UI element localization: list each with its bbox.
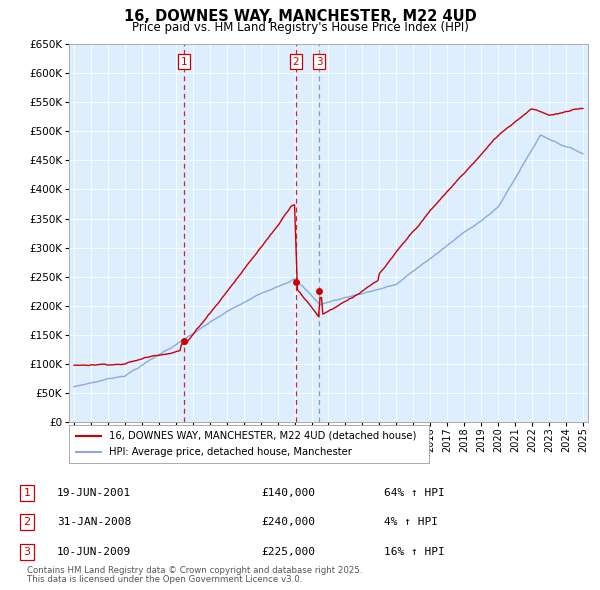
Text: 1: 1	[23, 488, 31, 497]
Text: 16% ↑ HPI: 16% ↑ HPI	[384, 547, 445, 556]
Text: 2: 2	[293, 57, 299, 67]
Text: 16, DOWNES WAY, MANCHESTER, M22 4UD (detached house): 16, DOWNES WAY, MANCHESTER, M22 4UD (det…	[109, 431, 416, 441]
Text: £240,000: £240,000	[261, 517, 315, 527]
Text: 10-JUN-2009: 10-JUN-2009	[57, 547, 131, 556]
Text: 3: 3	[23, 547, 31, 556]
Text: Contains HM Land Registry data © Crown copyright and database right 2025.: Contains HM Land Registry data © Crown c…	[27, 566, 362, 575]
Text: This data is licensed under the Open Government Licence v3.0.: This data is licensed under the Open Gov…	[27, 575, 302, 584]
Text: HPI: Average price, detached house, Manchester: HPI: Average price, detached house, Manc…	[109, 447, 352, 457]
Text: £225,000: £225,000	[261, 547, 315, 556]
Text: 31-JAN-2008: 31-JAN-2008	[57, 517, 131, 527]
Text: 16, DOWNES WAY, MANCHESTER, M22 4UD: 16, DOWNES WAY, MANCHESTER, M22 4UD	[124, 9, 476, 24]
Text: 1: 1	[181, 57, 187, 67]
Text: 4% ↑ HPI: 4% ↑ HPI	[384, 517, 438, 527]
Text: £140,000: £140,000	[261, 488, 315, 497]
Text: 2: 2	[23, 517, 31, 527]
Text: 64% ↑ HPI: 64% ↑ HPI	[384, 488, 445, 497]
Text: 19-JUN-2001: 19-JUN-2001	[57, 488, 131, 497]
Text: Price paid vs. HM Land Registry's House Price Index (HPI): Price paid vs. HM Land Registry's House …	[131, 21, 469, 34]
Text: 3: 3	[316, 57, 322, 67]
